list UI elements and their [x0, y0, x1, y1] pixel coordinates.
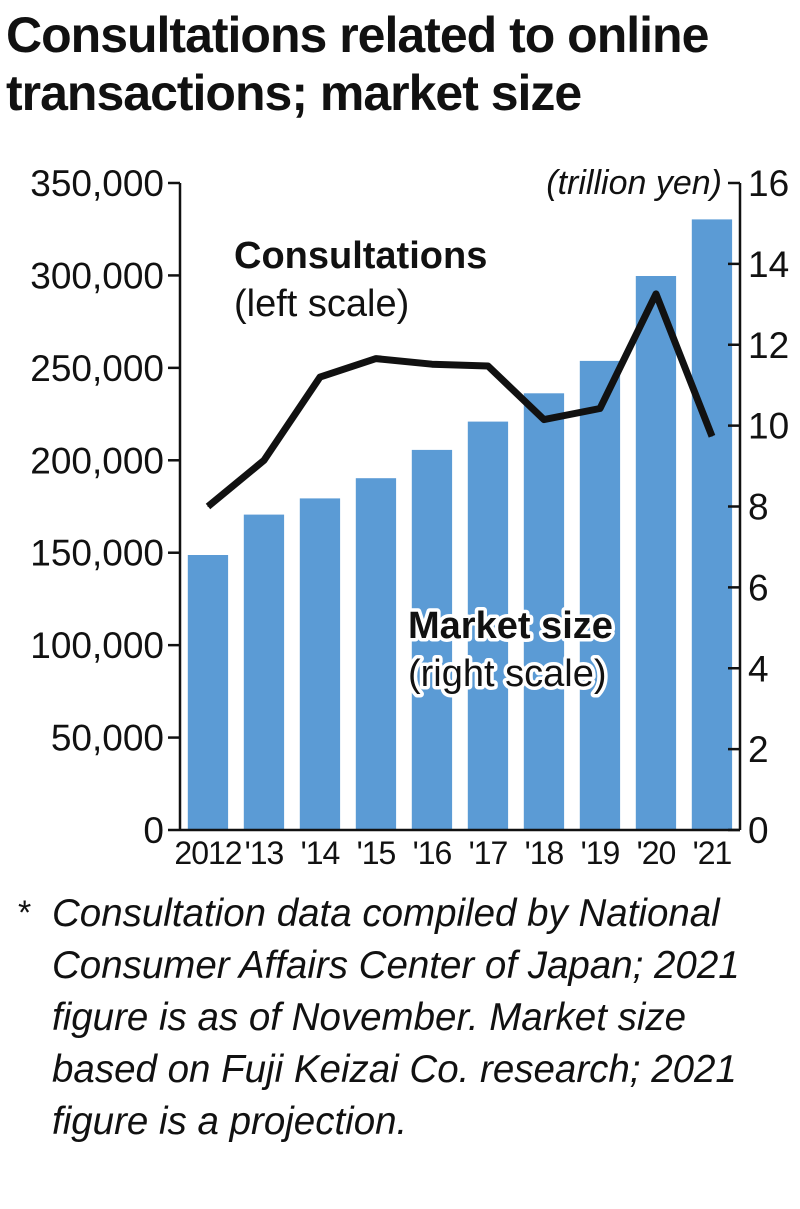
chart-title: Consultations related to online transact… — [6, 7, 709, 121]
right-tick-label-7: 14 — [748, 244, 789, 285]
bar-3 — [355, 478, 397, 830]
left-tick-label-7: 350,000 — [30, 163, 164, 204]
bar-2 — [299, 498, 341, 830]
market-size-series-sublabel: (right scale) — [408, 653, 607, 695]
consultations-point-5 — [487, 365, 489, 367]
x-tick-label-1: '13 — [245, 835, 284, 871]
right-axis-unit: (trillion yen) — [546, 164, 722, 202]
consultations-series-label: Consultations — [234, 235, 487, 277]
footnote-text: Consultation data compiled by National C… — [52, 892, 740, 1143]
bar-0 — [187, 555, 229, 830]
consultations-polyline — [205, 290, 716, 510]
footnote-marker: * — [18, 894, 32, 932]
x-tick-label-6: '18 — [525, 835, 564, 871]
bar-1 — [243, 514, 285, 830]
left-tick-label-0: 0 — [143, 810, 164, 851]
left-tick-label-3: 150,000 — [30, 533, 164, 574]
left-tick-label-5: 250,000 — [30, 348, 164, 389]
left-tick-label-6: 300,000 — [30, 255, 164, 296]
left-tick-label-2: 100,000 — [30, 625, 164, 666]
consultations-line — [205, 290, 716, 510]
right-tick-label-8: 16 — [748, 163, 789, 204]
chart: 0 50,000 100,000 150,000 200,000 250,000 300,0… — [30, 163, 789, 871]
bar-6 — [523, 393, 565, 830]
bar-8 — [635, 276, 677, 830]
x-tick-label-3: '15 — [357, 835, 396, 871]
x-tick-label-5: '17 — [469, 835, 508, 871]
consultations-point-2 — [319, 376, 321, 378]
consultations-point-3 — [375, 358, 377, 360]
bar-5 — [467, 421, 509, 830]
consultations-point-8 — [655, 293, 657, 295]
x-tick-label-0: 2012 — [174, 835, 241, 871]
axes — [168, 181, 742, 832]
consultations-point-6 — [543, 419, 545, 421]
right-tick-label-1: 2 — [748, 729, 769, 770]
consultations-series-sublabel: (left scale) — [234, 283, 409, 325]
x-tick-label-4: '16 — [413, 835, 452, 871]
bar-9 — [691, 219, 733, 830]
consultations-point-1 — [263, 459, 265, 461]
consultations-point-7 — [599, 408, 601, 409]
bar-7 — [579, 360, 621, 830]
bar-4 — [411, 449, 453, 830]
left-tick-label-1: 50,000 — [51, 718, 164, 759]
right-tick-label-0: 0 — [748, 810, 769, 851]
right-tick-label-3: 6 — [748, 567, 769, 608]
right-tick-label-5: 10 — [748, 406, 789, 447]
x-tick-label-8: '20 — [637, 835, 676, 871]
x-tick-label-2: '14 — [301, 835, 340, 871]
right-tick-label-2: 4 — [748, 648, 769, 689]
x-tick-label-7: '19 — [581, 835, 620, 871]
market-size-series-label: Market size — [408, 605, 613, 647]
market-size-bars — [187, 219, 733, 830]
consultations-point-0 — [207, 506, 209, 507]
x-tick-label-9: '21 — [693, 835, 732, 871]
consultations-point-4 — [431, 363, 433, 365]
left-tick-label-4: 200,000 — [30, 440, 164, 481]
right-tick-label-6: 12 — [748, 325, 789, 366]
consultations-point-9 — [711, 435, 713, 437]
axis-labels: 0 50,000 100,000 150,000 200,000 250,000 300,0… — [30, 163, 789, 871]
right-tick-label-4: 8 — [748, 487, 769, 528]
